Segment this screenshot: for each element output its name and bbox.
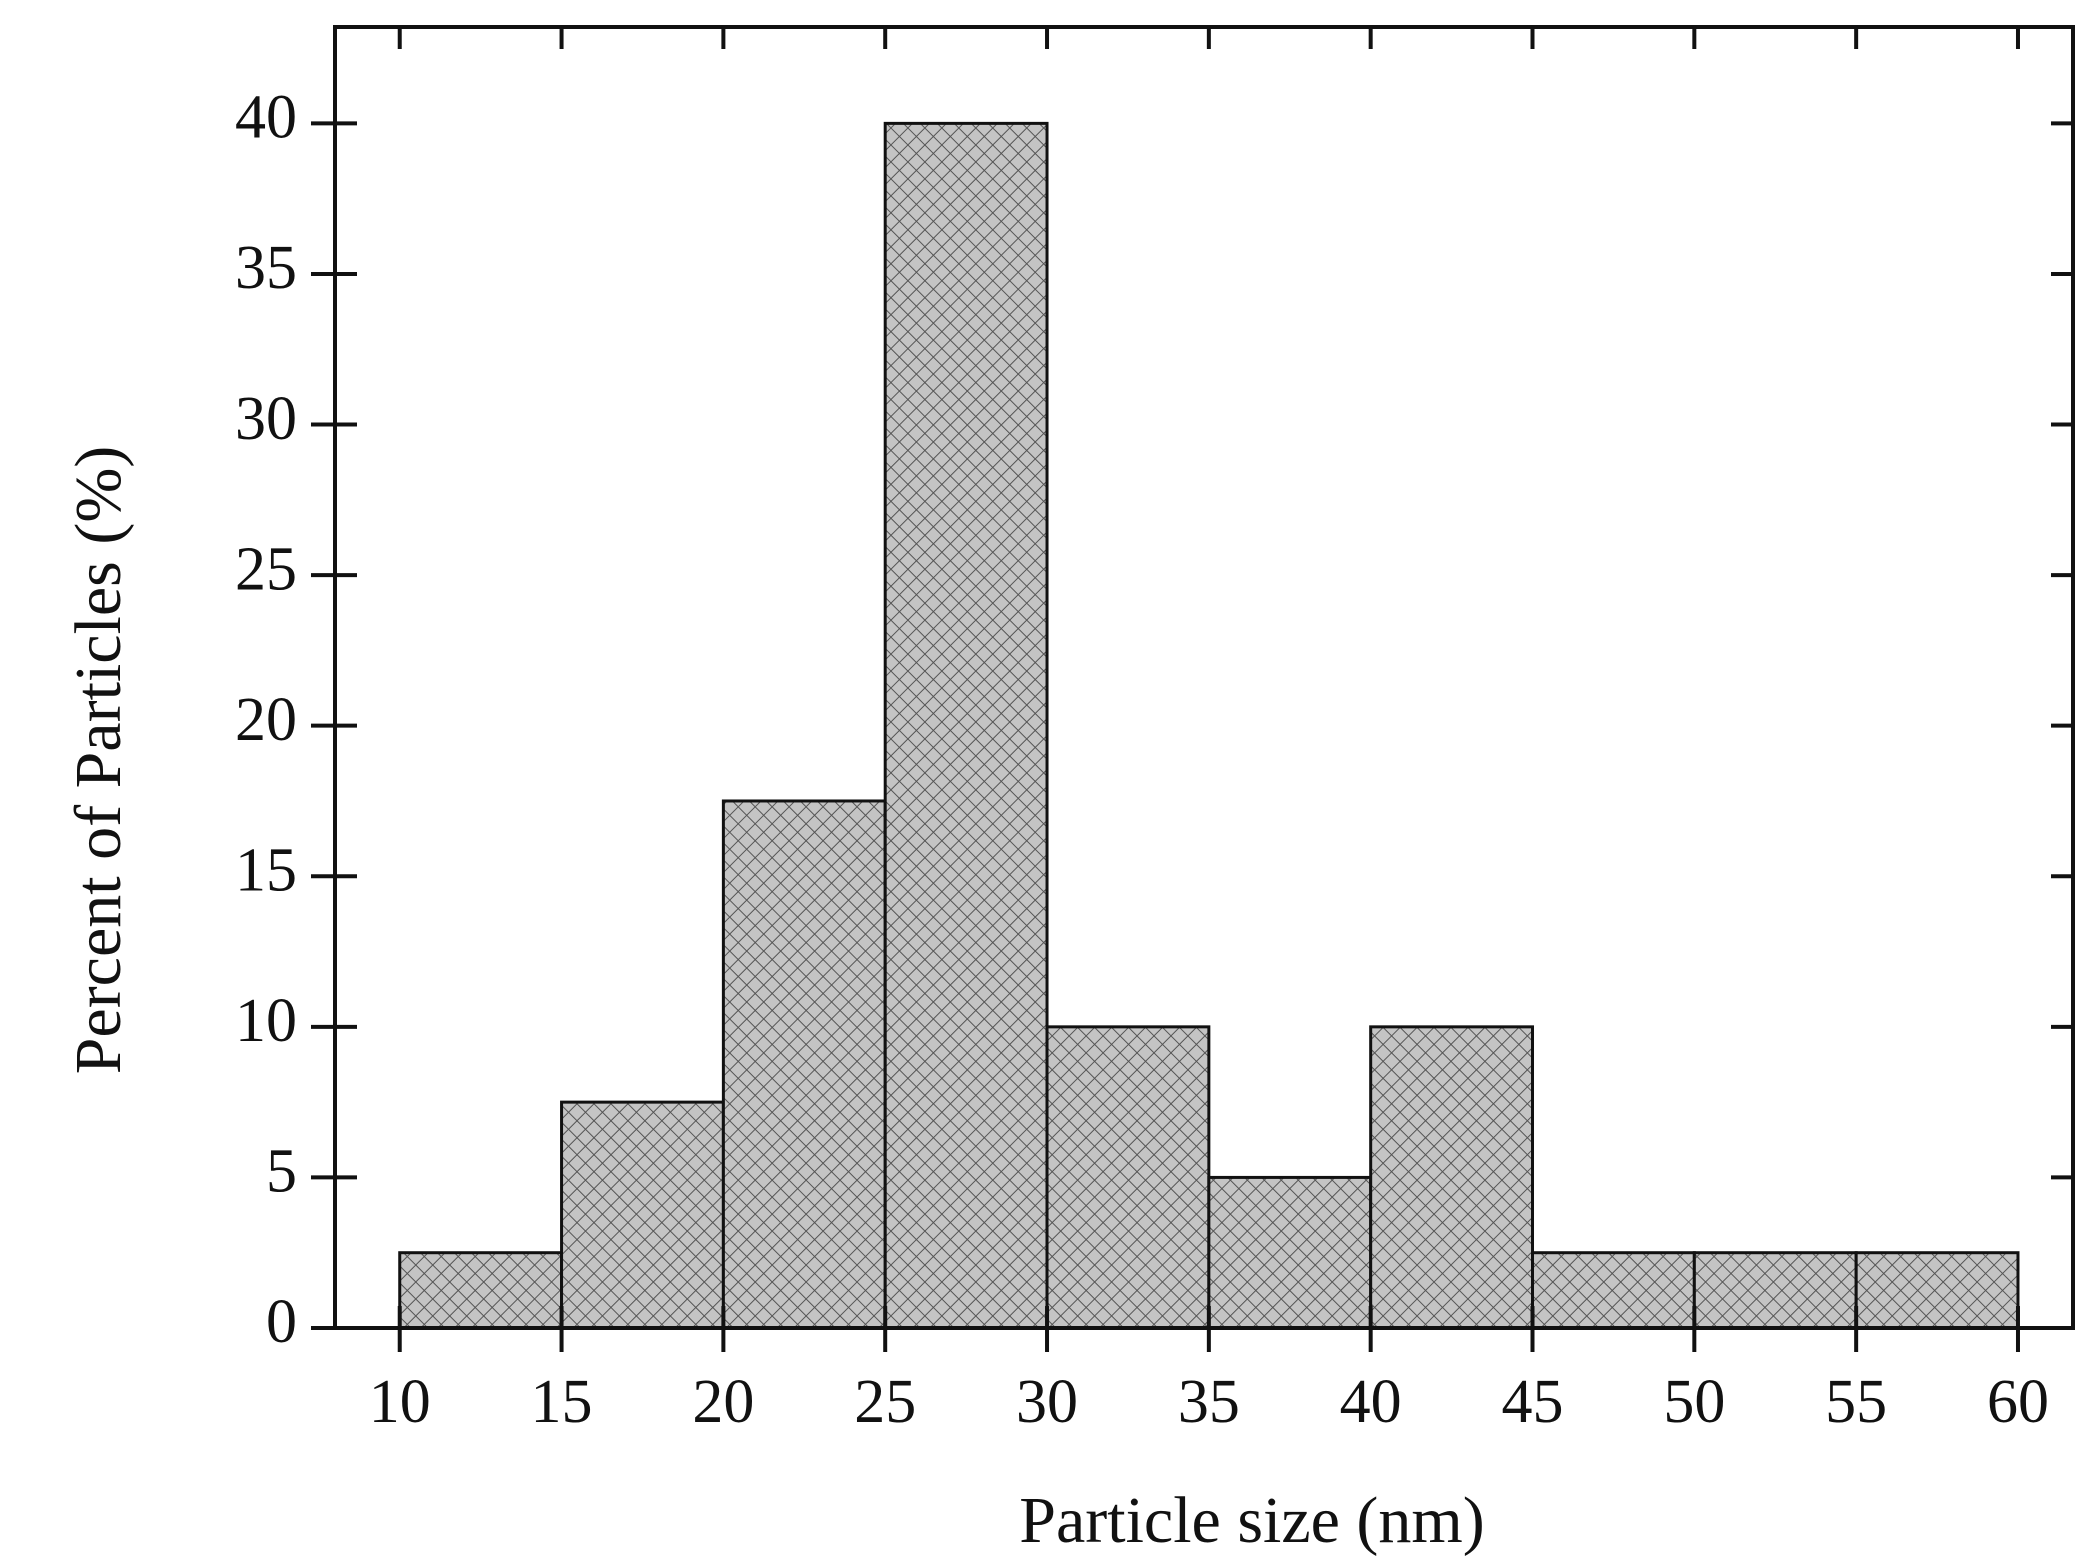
x-tick-label: 20 bbox=[692, 1368, 754, 1436]
y-tick-label: 35 bbox=[235, 234, 297, 302]
x-tick-label: 55 bbox=[1825, 1368, 1887, 1436]
x-tick-label: 45 bbox=[1502, 1368, 1564, 1436]
bar bbox=[1692, 1251, 1858, 1330]
bar bbox=[883, 121, 1049, 1330]
x-tick-label: 10 bbox=[369, 1368, 431, 1436]
y-tick-label: 15 bbox=[235, 836, 297, 904]
y-tick-label: 20 bbox=[235, 686, 297, 754]
y-tick-label: 30 bbox=[235, 385, 297, 453]
y-tick-label: 10 bbox=[235, 987, 297, 1055]
bar bbox=[1045, 1025, 1211, 1330]
bar bbox=[721, 799, 887, 1330]
bar bbox=[1854, 1251, 2020, 1330]
y-axis-title: Percent of Particles (%) bbox=[62, 446, 135, 1075]
y-tick-label: 0 bbox=[266, 1288, 297, 1356]
x-axis-title: Particle size (nm) bbox=[1019, 1484, 1484, 1557]
y-tick-label: 25 bbox=[235, 535, 297, 603]
bar bbox=[1207, 1175, 1373, 1330]
x-tick-label: 25 bbox=[854, 1368, 916, 1436]
x-tick-label: 15 bbox=[531, 1368, 593, 1436]
x-tick-label: 60 bbox=[1987, 1368, 2049, 1436]
x-tick-label: 40 bbox=[1340, 1368, 1402, 1436]
bar bbox=[1531, 1251, 1696, 1330]
y-tick-label: 40 bbox=[235, 84, 297, 152]
x-tick-label: 50 bbox=[1663, 1368, 1725, 1436]
y-tick-label: 5 bbox=[266, 1138, 297, 1206]
x-tick-label: 35 bbox=[1178, 1368, 1240, 1436]
bar bbox=[1369, 1025, 1535, 1330]
bar bbox=[398, 1251, 564, 1330]
x-tick-label: 30 bbox=[1016, 1368, 1078, 1436]
bar bbox=[560, 1100, 725, 1330]
plot-frame bbox=[333, 25, 2075, 1330]
